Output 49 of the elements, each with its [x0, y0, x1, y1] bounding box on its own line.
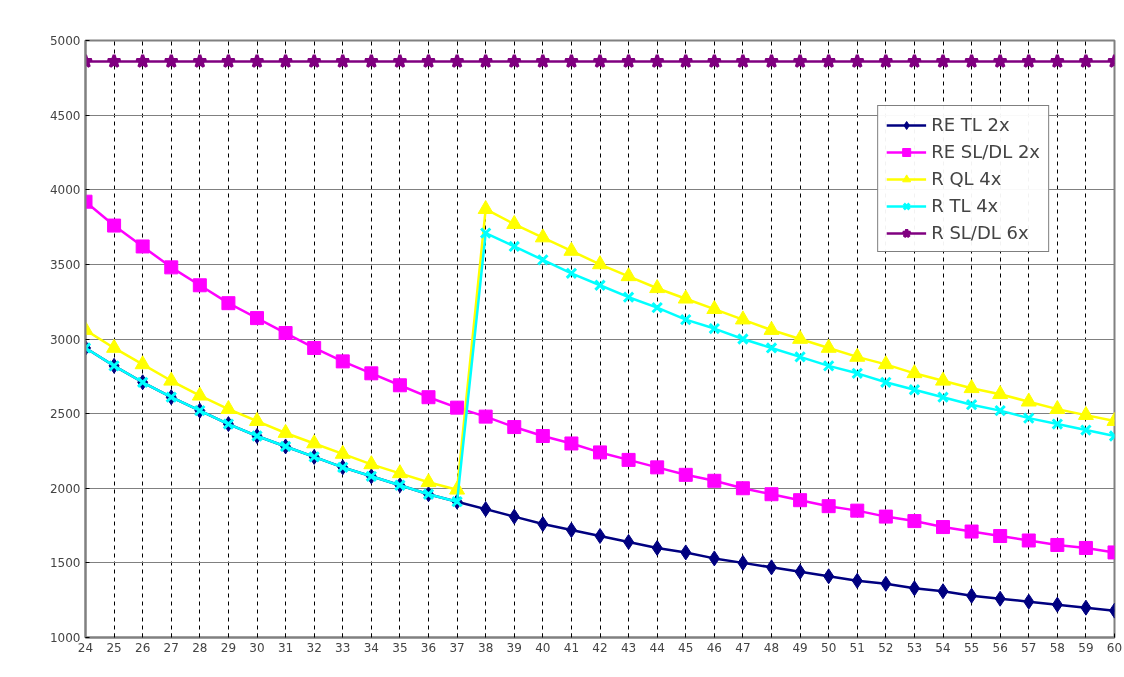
legend-label: RE TL 2x [931, 114, 1010, 135]
x-tick-label: 47 [735, 640, 751, 655]
x-tick-label: 28 [192, 640, 208, 655]
y-tick-label: 3500 [49, 257, 81, 272]
x-tick-label: 40 [535, 640, 551, 655]
x-tick-label: 34 [363, 640, 379, 655]
x-tick-label: 30 [249, 640, 265, 655]
x-tick-label: 29 [220, 640, 237, 655]
x-tick-label: 35 [392, 640, 408, 655]
x-tick-label: 45 [678, 640, 694, 655]
x-tick-label: 53 [906, 640, 923, 655]
x-tick-label: 26 [135, 640, 151, 655]
x-tick-label: 43 [620, 640, 637, 655]
x-tick-label: 46 [706, 640, 722, 655]
x-tick-label: 25 [106, 640, 122, 655]
x-tick-label: 51 [849, 640, 865, 655]
x-tick-label: 48 [763, 640, 780, 655]
x-tick-label: 42 [592, 640, 608, 655]
x-tick-label: 58 [1049, 640, 1065, 655]
x-tick-label: 41 [563, 640, 580, 655]
x-tick-label: 55 [963, 640, 980, 655]
y-tick-label: 4500 [49, 108, 81, 123]
x-tick-label: 32 [306, 640, 322, 655]
x-tick-label: 54 [935, 640, 951, 655]
legend-label: R SL/DL 6x [931, 222, 1029, 243]
y-tick-label: 2500 [49, 407, 81, 422]
x-tick-label: 59 [1078, 640, 1094, 655]
x-tick-label: 52 [878, 640, 894, 655]
y-tick-label: 4000 [49, 183, 81, 198]
y-tick-label: 5000 [49, 34, 81, 48]
x-tick-label: 33 [335, 640, 351, 655]
x-tick-label: 36 [420, 640, 437, 655]
x-tick-label: 31 [277, 640, 294, 655]
legend-label: R QL 4x [931, 168, 1002, 189]
x-tick-label: 44 [649, 640, 665, 655]
y-tick-label: 1500 [49, 556, 81, 571]
y-tick-label: 2000 [49, 481, 81, 496]
x-tick-label: 56 [992, 640, 1008, 655]
x-tick-label: 60 [1106, 640, 1123, 655]
x-tick-label: 49 [792, 640, 808, 655]
legend-label: R TL 4x [931, 195, 999, 216]
legend-label: RE SL/DL 2x [931, 141, 1040, 162]
x-tick-label: 50 [821, 640, 837, 655]
x-tick-label: 38 [478, 640, 494, 655]
x-tick-label: 37 [449, 640, 465, 655]
y-tick-label: 3000 [49, 332, 81, 347]
x-tick-label: 57 [1021, 640, 1037, 655]
x-tick-label: 39 [506, 640, 522, 655]
x-tick-label: 27 [163, 640, 179, 655]
